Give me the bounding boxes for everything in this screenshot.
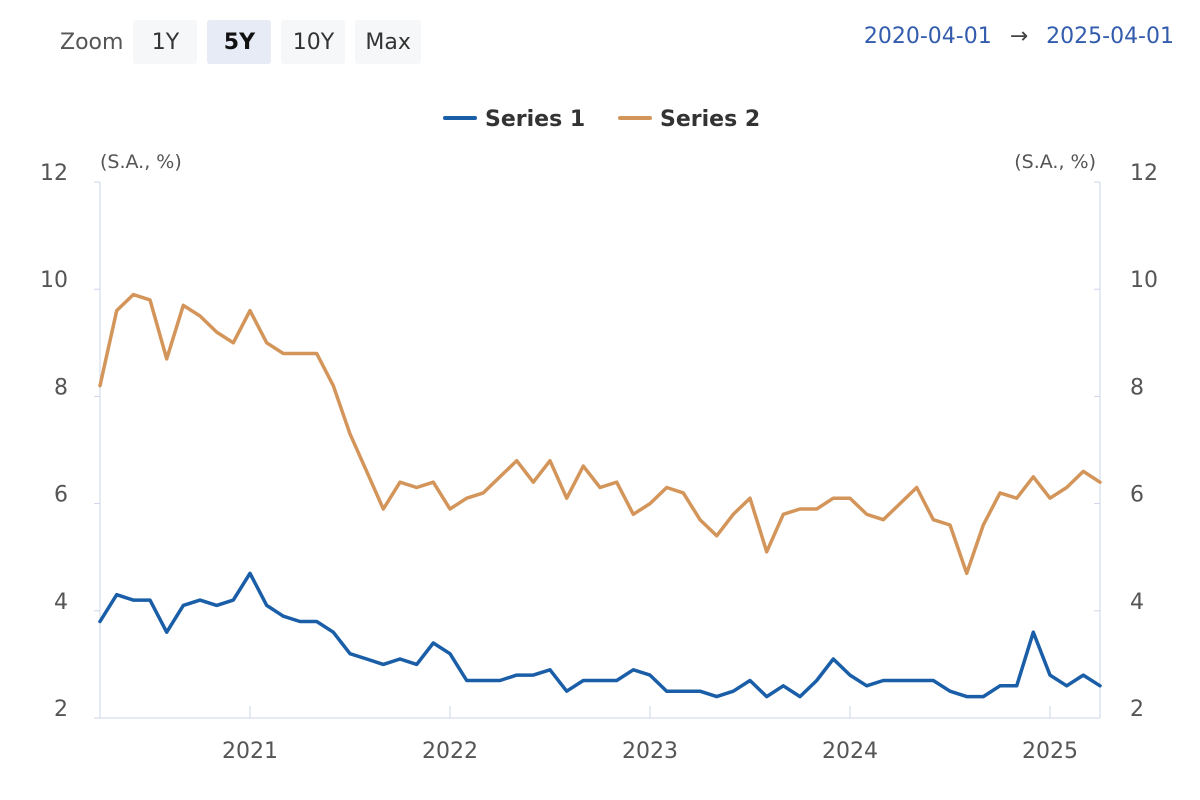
tick-labels: 12 10 8 6 4 2 12 10 8 6 4 2 2021 2022 2023 2024 2025 <box>40 161 1158 764</box>
date-range: 2020-04-01 → 2025-04-01 <box>864 24 1174 49</box>
right-tick-label: 8 <box>1130 375 1144 400</box>
series-lines <box>98 292 1102 699</box>
right-tick-label: 10 <box>1130 268 1158 293</box>
zoom-5y-button[interactable]: 5Y <box>207 20 272 64</box>
right-tick-label: 4 <box>1130 590 1144 615</box>
series-2-line <box>98 292 1102 576</box>
legend-series-1-label[interactable]: Series 1 <box>485 107 585 132</box>
legend: Series 1 Series 2 <box>443 107 760 132</box>
x-tick-label: 2025 <box>1022 739 1078 764</box>
left-tick-label: 10 <box>40 268 68 293</box>
range-arrow: → <box>1009 24 1029 49</box>
zoom-1y-button[interactable]: 1Y <box>133 20 198 64</box>
zoom-10y-button[interactable]: 10Y <box>281 20 346 64</box>
x-tick-label: 2021 <box>222 739 278 764</box>
axes <box>94 181 1101 719</box>
zoom-bar: Zoom 1Y 5Y 10Y Max <box>60 20 431 64</box>
range-end-date[interactable]: 2025-04-01 <box>1046 24 1174 49</box>
left-tick-label: 6 <box>54 483 68 508</box>
x-tick-label: 2022 <box>422 739 478 764</box>
legend-series-2-label[interactable]: Series 2 <box>660 107 760 132</box>
zoom-max-button[interactable]: Max <box>355 20 421 64</box>
left-axis-unit: (S.A., %) <box>100 151 182 173</box>
x-tick-label: 2024 <box>822 739 878 764</box>
x-tick-label: 2023 <box>622 739 678 764</box>
left-tick-label: 4 <box>54 590 68 615</box>
right-tick-label: 12 <box>1130 161 1158 186</box>
left-tick-label: 12 <box>40 161 68 186</box>
zoom-label: Zoom <box>60 29 124 55</box>
series-1-line <box>98 571 1102 699</box>
left-tick-label: 8 <box>54 375 68 400</box>
range-start-date[interactable]: 2020-04-01 <box>863 24 992 49</box>
left-tick-label: 2 <box>54 697 68 722</box>
right-tick-label: 2 <box>1130 697 1144 722</box>
right-axis-unit: (S.A., %) <box>1014 151 1096 173</box>
right-tick-label: 6 <box>1130 483 1144 508</box>
